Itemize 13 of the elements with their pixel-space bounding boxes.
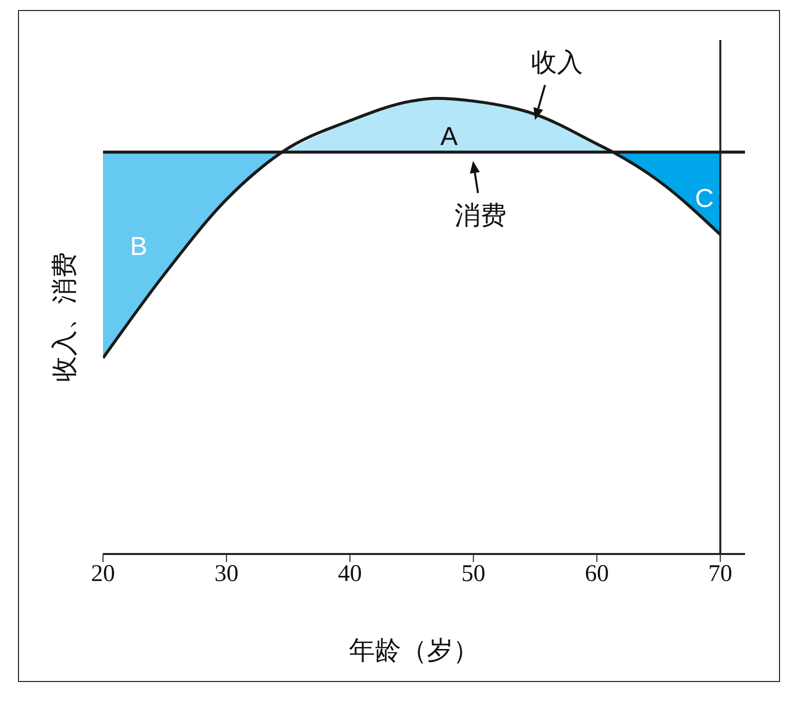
- x-tick-label: 70: [708, 561, 732, 588]
- annotation: 消费: [453, 200, 508, 232]
- series-label: B: [128, 230, 148, 262]
- y-axis-title: 收入、消费: [49, 251, 80, 384]
- series-label: A: [439, 120, 459, 152]
- annotation: 收入: [530, 47, 584, 80]
- series-label: C: [694, 182, 715, 214]
- x-axis-title: 年龄（岁）: [348, 635, 480, 667]
- x-tick-label: 20: [91, 561, 115, 588]
- x-tick-label: 60: [584, 561, 609, 588]
- x-tick-label: 40: [338, 561, 362, 588]
- x-tick-label: 30: [214, 561, 238, 588]
- x-tick-label: 50: [461, 561, 486, 588]
